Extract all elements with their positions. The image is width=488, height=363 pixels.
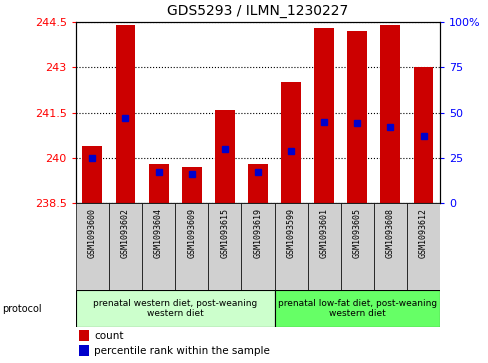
Text: count: count bbox=[94, 331, 123, 341]
Text: protocol: protocol bbox=[2, 303, 42, 314]
Text: percentile rank within the sample: percentile rank within the sample bbox=[94, 346, 269, 355]
Bar bbox=[380, 25, 400, 203]
Text: GSM1093605: GSM1093605 bbox=[352, 208, 361, 258]
Bar bbox=[340, 203, 373, 290]
Text: GSM1093612: GSM1093612 bbox=[418, 208, 427, 258]
Text: GSM1093609: GSM1093609 bbox=[187, 208, 196, 258]
Bar bbox=[406, 203, 439, 290]
Text: GSM1093600: GSM1093600 bbox=[88, 208, 97, 258]
Title: GDS5293 / ILMN_1230227: GDS5293 / ILMN_1230227 bbox=[167, 4, 348, 18]
Bar bbox=[79, 345, 88, 356]
Text: GSM1093599: GSM1093599 bbox=[286, 208, 295, 258]
Bar bbox=[148, 164, 168, 203]
Bar bbox=[214, 110, 234, 203]
Bar bbox=[314, 28, 333, 203]
Text: GSM1093619: GSM1093619 bbox=[253, 208, 262, 258]
Bar bbox=[281, 82, 301, 203]
Bar bbox=[182, 167, 201, 203]
Bar bbox=[413, 67, 432, 203]
Bar bbox=[82, 146, 102, 203]
Bar bbox=[373, 203, 406, 290]
Bar bbox=[76, 203, 109, 290]
Text: prenatal low-fat diet, post-weaning
western diet: prenatal low-fat diet, post-weaning west… bbox=[277, 299, 436, 318]
Bar bbox=[109, 203, 142, 290]
Bar bbox=[115, 25, 135, 203]
Bar bbox=[76, 290, 274, 327]
Bar bbox=[175, 203, 208, 290]
Bar bbox=[274, 290, 439, 327]
Text: GSM1093615: GSM1093615 bbox=[220, 208, 229, 258]
Bar bbox=[247, 164, 267, 203]
Text: GSM1093608: GSM1093608 bbox=[385, 208, 394, 258]
Text: GSM1093601: GSM1093601 bbox=[319, 208, 328, 258]
Bar bbox=[274, 203, 307, 290]
Bar bbox=[208, 203, 241, 290]
Bar bbox=[241, 203, 274, 290]
Text: GSM1093602: GSM1093602 bbox=[121, 208, 130, 258]
Bar bbox=[142, 203, 175, 290]
Bar bbox=[79, 330, 88, 341]
Bar bbox=[307, 203, 340, 290]
Text: GSM1093604: GSM1093604 bbox=[154, 208, 163, 258]
Text: prenatal western diet, post-weaning
western diet: prenatal western diet, post-weaning west… bbox=[93, 299, 257, 318]
Bar bbox=[346, 31, 366, 203]
